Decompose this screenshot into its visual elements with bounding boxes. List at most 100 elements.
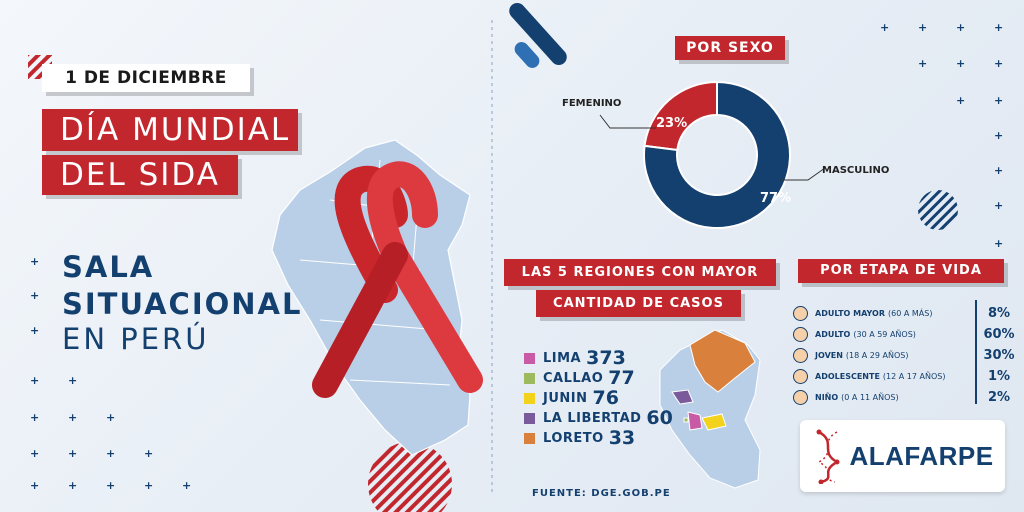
plus-decoration: + [956,57,966,70]
age-range: (18 A 29 AÑOS) [845,351,909,360]
title-line-1: DÍA MUNDIAL [42,109,298,151]
region-value: 77 [608,367,635,389]
source-label: FUENTE: DGE.GOB.PE [532,488,671,499]
region-value: 76 [592,387,619,409]
region-value: 373 [586,347,626,369]
plus-decoration: + [106,447,116,460]
age-value: 1% [987,369,1011,384]
subtitle-line-1: SALA [62,250,155,284]
age-label: ADULTO [815,330,851,339]
region-name: JUNIN [543,390,588,406]
logo-text: ALAFARPE [849,440,994,471]
age-range: (12 A 17 AÑOS) [882,372,946,381]
legend-item: LORETO 33 [524,427,673,449]
plus-decoration: + [918,21,928,34]
age-row: ADULTO MAYOR (60 A MÁS) [793,303,971,324]
plus-decoration: + [994,21,1004,34]
plus-decoration: + [918,57,928,70]
age-row: ADOLESCENTE (12 A 17 AÑOS) [793,366,971,387]
age-range: (60 A MÁS) [888,309,933,318]
age-label: ADOLESCENTE [815,372,880,381]
elderly-person-icon [793,306,808,321]
age-list: ADULTO MAYOR (60 A MÁS) ADULTO (30 A 59 … [793,303,971,408]
age-value: 2% [987,390,1011,405]
navy-pill-decoration [509,2,567,66]
plus-decoration: + [994,129,1004,142]
legend-item: JUNIN 76 [524,387,673,409]
legend-swatch [524,432,535,444]
region-name: LIMA [543,350,582,366]
sex-donut-chart [643,80,791,229]
age-row: NIÑO (0 A 11 AÑOS) [793,387,971,408]
regions-title-line-1: LAS 5 REGIONES CON MAYOR [504,259,776,286]
legend-item: LA LIBERTAD 60 [524,407,673,429]
stripe-circle-decoration [368,442,452,512]
plus-decoration: + [956,94,966,107]
male-percent: 77% [760,191,792,206]
plus-decoration: + [30,374,40,387]
regions-title-line-2: CANTIDAD DE CASOS [536,290,741,317]
plus-decoration: + [68,374,78,387]
plus-decoration: + [182,479,192,492]
plus-decoration: + [68,479,78,492]
female-percent: 23% [656,116,688,131]
female-label: FEMENINO [562,98,622,109]
legend-swatch [524,352,535,364]
male-leader-line [780,167,826,181]
plus-decoration: + [30,289,40,302]
plus-decoration: + [144,447,154,460]
plus-decoration: + [30,255,40,268]
age-values: 8% 60% 30% 1% 2% [980,303,1018,408]
date-label: 1 DE DICIEMBRE [42,64,250,92]
plus-decoration: + [994,164,1004,177]
child-person-icon [793,390,808,405]
age-range: (0 A 11 AÑOS) [841,393,899,402]
region-callao [683,417,689,423]
young-person-icon [793,348,808,363]
plus-decoration: + [994,94,1004,107]
age-value: 60% [983,327,1015,342]
plus-decoration: + [30,411,40,424]
region-name: LORETO [543,430,604,446]
plus-decoration: + [880,21,890,34]
region-name: CALLAO [543,370,604,386]
legend-swatch [524,412,535,424]
legend-swatch [524,392,535,404]
plus-decoration: + [106,479,116,492]
plus-decoration: + [994,237,1004,250]
age-label: ADULTO MAYOR [815,309,885,318]
legend-item: LIMA 373 [524,347,673,369]
adult-person-icon [793,327,808,342]
age-value: 30% [983,348,1015,363]
male-label: MASCULINO [822,165,890,176]
navy-stripe-circle-decoration [918,190,958,230]
peru-map-regions [659,329,761,489]
plus-decoration: + [68,447,78,460]
region-lima [687,411,703,431]
teen-person-icon [793,369,808,384]
plus-decoration: + [144,479,154,492]
region-name: LA LIBERTAD [543,410,642,426]
red-ribbon-icon [312,161,483,398]
plus-decoration: + [994,199,1004,212]
region-loreto [689,329,756,393]
female-leader-line [599,114,656,129]
plus-decoration: + [68,411,78,424]
age-label: JOVEN [815,351,843,360]
age-divider [975,300,977,404]
male-slice [643,80,791,229]
age-label: NIÑO [815,393,839,402]
plus-decoration: + [994,57,1004,70]
age-range: (30 A 59 AÑOS) [853,330,916,339]
title-line-2: DEL SIDA [42,155,238,195]
region-la-libertad [671,389,694,405]
subtitle-line-3: EN PERÚ [62,322,210,356]
plus-decoration: + [30,324,40,337]
subtitle-line-2: SITUACIONAL [62,287,303,321]
age-value: 8% [987,306,1011,321]
dna-helix-icon [816,429,841,484]
sex-section-title: POR SEXO [675,36,785,60]
alafarpe-logo: ALAFARPE [800,420,1005,492]
age-row: JOVEN (18 A 29 AÑOS) [793,345,971,366]
